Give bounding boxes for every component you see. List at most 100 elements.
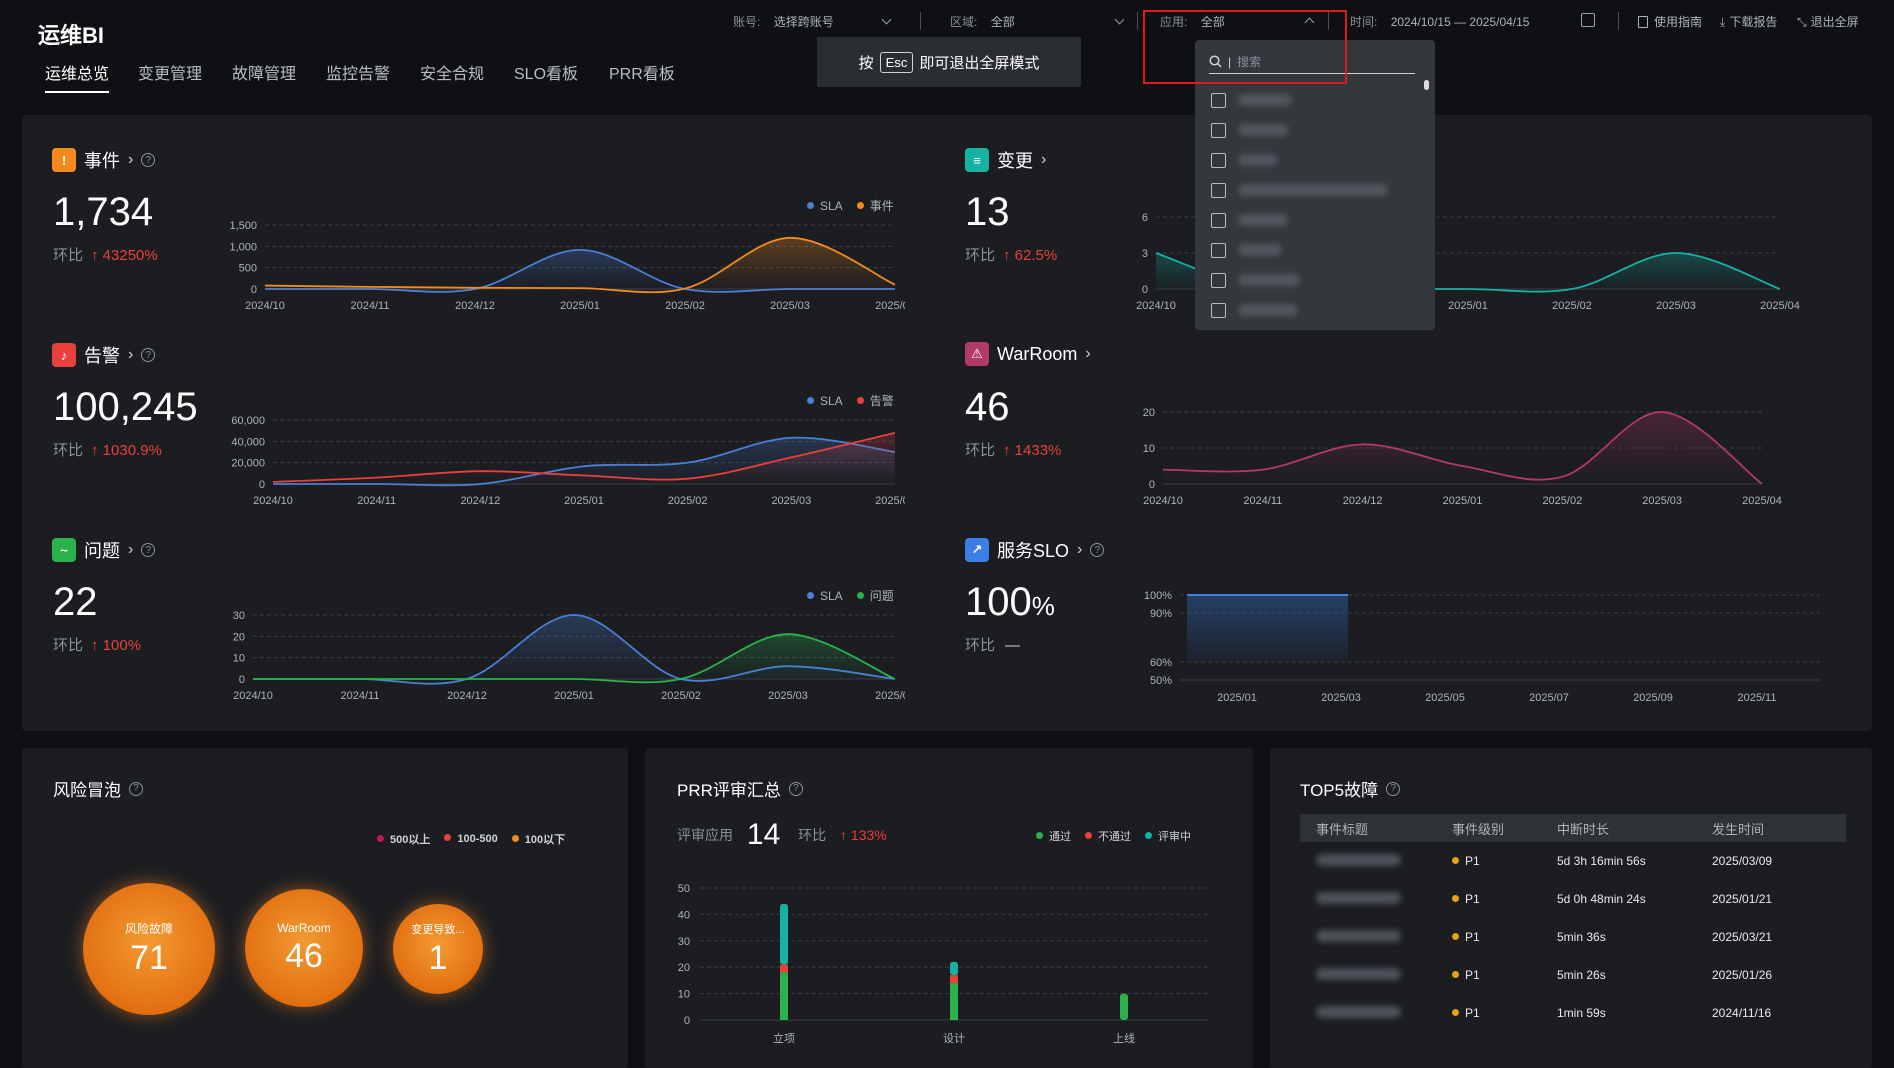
app-option[interactable] (1211, 299, 1401, 321)
y-tick-label: 30 (678, 936, 690, 948)
help-icon[interactable]: ? (141, 348, 156, 362)
checkbox[interactable] (1211, 212, 1226, 228)
help-icon[interactable]: ? (141, 543, 156, 557)
tab-slo[interactable]: SLO看板 (514, 66, 579, 83)
y-tick-label: 0 (1149, 479, 1155, 491)
warroom-header[interactable]: ⚠ WarRoom › (965, 342, 1091, 366)
risk-title: 风险冒泡? (53, 776, 143, 801)
help-icon[interactable]: ? (129, 781, 143, 796)
app-option[interactable] (1211, 179, 1401, 201)
checkbox[interactable] (1211, 242, 1226, 258)
app-filter[interactable]: 应用: 全部 (1160, 13, 1315, 30)
x-tick-label: 2024/12 (447, 690, 487, 702)
checkbox[interactable] (1211, 182, 1226, 198)
collapse-icon: ⤡ (1797, 15, 1807, 29)
changes-header[interactable]: ≡ 变更 › (965, 147, 1046, 173)
series-line (264, 236, 896, 294)
app-option[interactable] (1211, 269, 1401, 291)
checkbox[interactable] (1211, 152, 1226, 168)
series-area (253, 634, 895, 683)
y-tick-label: 60,000 (231, 415, 265, 427)
app-option[interactable] (1211, 239, 1401, 261)
divider (920, 12, 921, 30)
events-legend: SLA 事件 (807, 197, 894, 214)
x-tick-label: 2025/04 (875, 690, 905, 702)
table-row[interactable]: P1 5min 36s 2025/03/21 (1300, 918, 1846, 956)
exit-fullscreen-link[interactable]: ⤡ 退出全屏 (1797, 15, 1859, 29)
calendar-icon[interactable] (1581, 13, 1595, 27)
download-icon: ⤓ (1720, 15, 1726, 29)
x-tick-label: 上线 (1113, 1031, 1135, 1045)
divider (1328, 12, 1329, 30)
x-tick-label: 2024/11 (341, 690, 380, 702)
y-tick-label: 50 (678, 883, 690, 895)
risk-bubble[interactable]: 风险故障 71 (83, 883, 215, 1015)
tab-prr[interactable]: PRR看板 (609, 66, 675, 83)
app-search-input[interactable]: | 搜索 (1209, 50, 1415, 74)
slo-header[interactable]: ↗ 服务SLO › ? (965, 537, 1105, 563)
tab-fault-mgmt[interactable]: 故障管理 (232, 66, 297, 83)
severity-badge: P1 (1452, 892, 1557, 906)
x-tick-label: 2025/03 (770, 300, 810, 312)
region-filter[interactable]: 区域: 全部 (950, 13, 1125, 30)
app-option[interactable] (1211, 119, 1401, 141)
blurred-title (1316, 891, 1401, 904)
download-report-link[interactable]: ⤓ 下载报告 (1720, 15, 1778, 29)
x-tick-label: 2024/10 (1136, 300, 1176, 312)
duration: 5d 3h 16min 56s (1557, 854, 1646, 868)
occur-date: 2024/11/16 (1712, 1006, 1772, 1020)
blurred-title (1316, 929, 1401, 942)
y-tick-label: 90% (1150, 608, 1172, 620)
warning-icon: ! (52, 148, 76, 172)
tab-change-mgmt[interactable]: 变更管理 (138, 66, 203, 83)
help-icon[interactable]: ? (1090, 543, 1105, 557)
region-select-value: 全部 (990, 15, 1015, 29)
help-icon[interactable]: ? (141, 153, 156, 167)
help-icon[interactable]: ? (788, 781, 803, 796)
alerts-header[interactable]: ♪ 告警 › ? (52, 342, 156, 368)
app-option[interactable] (1211, 89, 1401, 111)
x-tick-label: 2024/11 (351, 300, 390, 312)
table-row[interactable]: P1 5min 26s 2025/01/26 (1300, 956, 1846, 994)
chevron-down-icon (881, 14, 892, 25)
checkbox[interactable] (1211, 122, 1226, 138)
series-area (273, 432, 895, 484)
problems-legend: SLA 问题 (807, 587, 894, 604)
slo-area (1187, 595, 1348, 662)
app-option[interactable] (1211, 209, 1401, 231)
x-tick-label: 2025/02 (1552, 300, 1592, 312)
dropdown-scrollbar[interactable] (1424, 80, 1429, 90)
app-option[interactable] (1211, 149, 1401, 171)
risk-bubble[interactable]: 变更导致... 1 (393, 904, 483, 994)
x-tick-label: 2024/10 (233, 690, 273, 702)
y-tick-label: 40 (678, 909, 690, 921)
table-row[interactable]: P1 5d 0h 48min 24s 2025/01/21 (1300, 880, 1846, 918)
time-filter[interactable]: 时间: 2024/10/15 — 2025/04/15 (1350, 15, 1530, 29)
events-header[interactable]: ! 事件 › ? (52, 147, 156, 173)
account-filter[interactable]: 账号: 选择跨账号 (733, 13, 892, 30)
help-icon[interactable]: ? (1386, 781, 1401, 796)
risk-bubble[interactable]: WarRoom 46 (245, 889, 363, 1007)
checkbox[interactable] (1211, 272, 1226, 288)
chevron-right-icon: › (128, 541, 134, 558)
blurred-title (1316, 853, 1401, 866)
table-row[interactable]: P1 5d 3h 16min 56s 2025/03/09 (1300, 842, 1846, 880)
x-tick-label: 2024/12 (455, 300, 495, 312)
slo-hb: 环比 — (965, 637, 1021, 654)
checkbox[interactable] (1211, 92, 1226, 108)
table-row[interactable]: P1 1min 59s 2024/11/16 (1300, 994, 1846, 1032)
chevron-down-icon (1114, 14, 1125, 25)
x-tick-label: 2025/03 (768, 690, 808, 702)
series-line (272, 431, 896, 483)
series-area (265, 249, 895, 292)
change-icon: ≡ (965, 148, 989, 172)
guide-link[interactable]: 使用指南 (1638, 13, 1702, 30)
tab-overview[interactable]: 运维总览 (45, 60, 110, 93)
tab-monitoring[interactable]: 监控告警 (326, 66, 391, 83)
x-tick-label: 2024/12 (1343, 495, 1383, 507)
tab-security[interactable]: 安全合规 (420, 66, 485, 83)
checkbox[interactable] (1211, 302, 1226, 318)
problems-header[interactable]: ~ 问题 › ? (52, 537, 156, 563)
metrics-panel (22, 115, 1872, 731)
divider (1618, 12, 1619, 30)
